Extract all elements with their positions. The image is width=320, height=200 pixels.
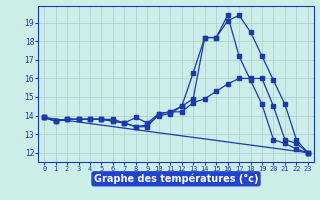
X-axis label: Graphe des températures (°c): Graphe des températures (°c): [94, 174, 258, 184]
